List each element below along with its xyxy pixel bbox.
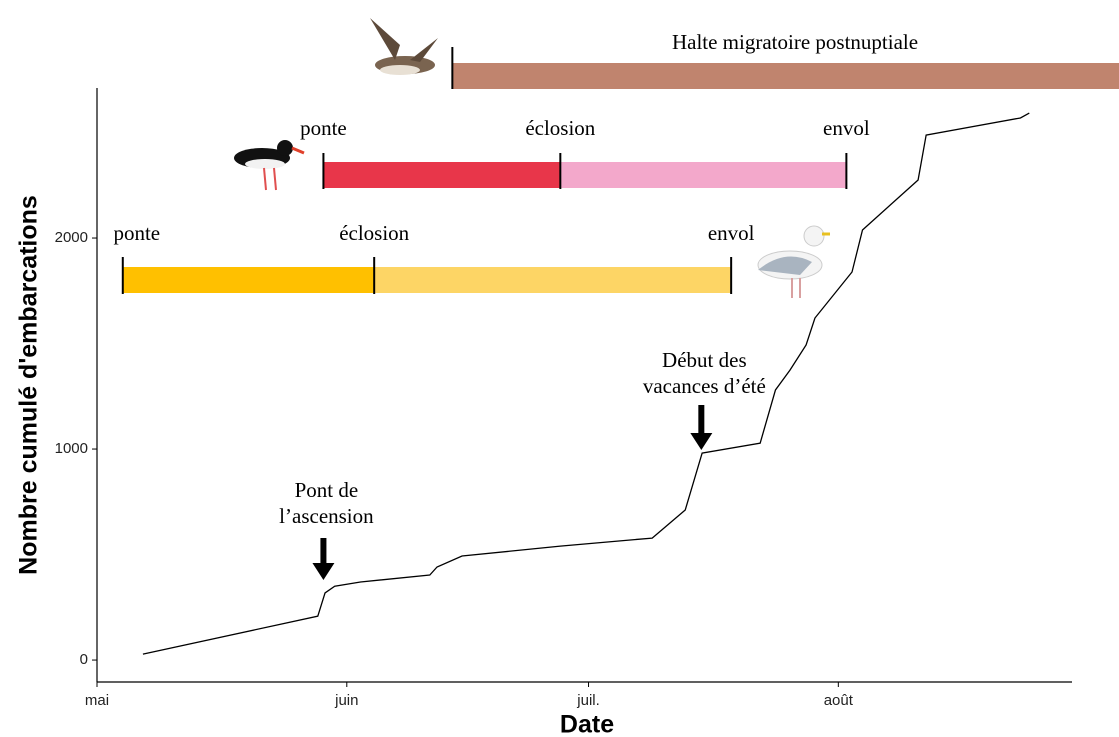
y-axis-title: Nombre cumulé d'embarcations [15,195,43,575]
oystercatcher-icon [234,140,304,190]
x-tick-label: août [824,692,854,709]
chart: Date Nombre cumulé d'embarcations 0 1000 2… [0,0,1119,737]
annotation-text: Pont de [295,478,359,502]
annotation-text: l’ascension [279,504,374,528]
data-line [143,113,1029,654]
x-tick-label: mai [85,692,109,709]
stage-bar [560,162,846,188]
stage-label: éclosion [339,221,409,245]
x-axis-title: Date [560,711,614,737]
stage-label: ponte [300,116,347,140]
y-tick-label: 1000 [55,440,88,457]
stage-label: éclosion [525,116,595,140]
x-tick-label: juil. [576,692,600,709]
stage-bar [374,267,731,293]
y-tick-label: 2000 [55,229,88,246]
annotation-text: vacances d’été [643,374,766,398]
stage-bar [123,267,374,293]
stage-label: ponte [113,221,160,245]
halte-label: Halte migratoire postnuptiale [672,30,918,54]
y-tick-label: 0 [80,651,88,668]
stage-label: envol [708,221,755,245]
x-tick-label: juin [334,692,358,709]
halte-bar [452,63,1119,89]
shearwater-icon [370,18,438,75]
gull-icon [758,226,830,298]
annotation-arrowhead [312,563,334,580]
annotation-text: Début des [662,348,747,372]
annotation-arrowhead [690,433,712,450]
stage-label: envol [823,116,870,140]
stage-bar [323,162,560,188]
